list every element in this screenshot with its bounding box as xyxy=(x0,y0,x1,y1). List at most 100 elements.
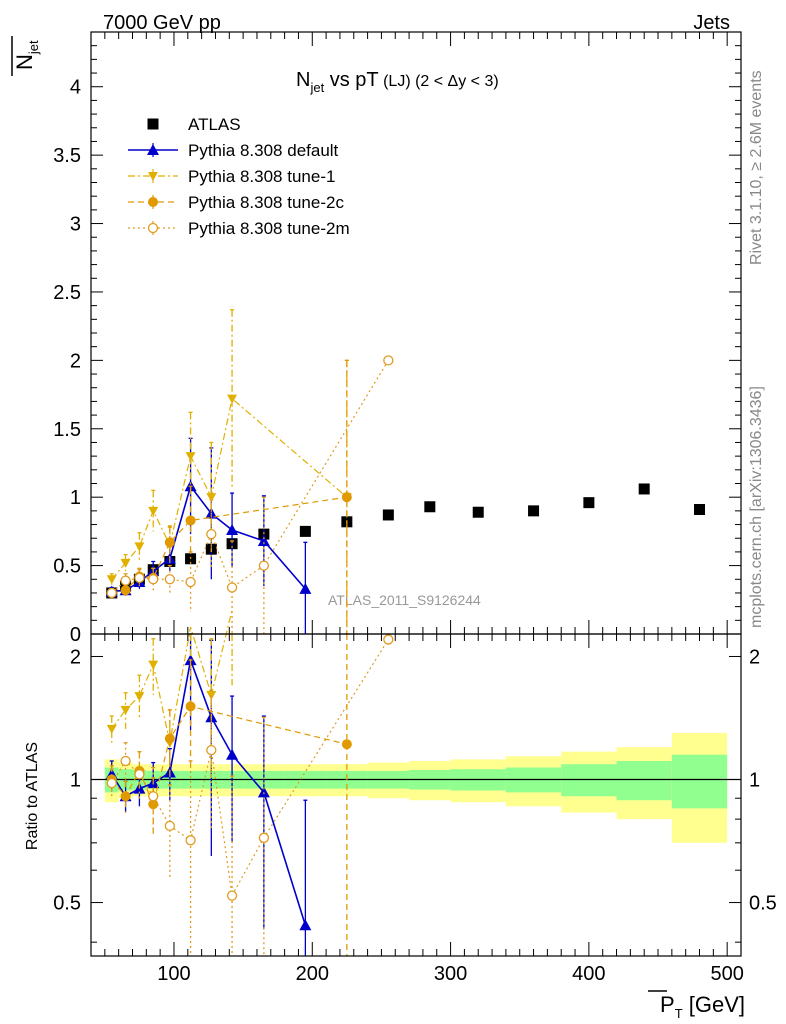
axis-ticks: 0 0.5 1 1.5 2 2.5 3 3.5 4 100 200 300 400 500 0.5 0.5 1 1… xyxy=(53,31,777,985)
top-y-tick-label: 1 xyxy=(70,487,81,509)
legend-entry-tune2m: Pythia 8.308 tune-2m xyxy=(128,219,350,238)
legend-entry-tune2c: Pythia 8.308 tune-2c xyxy=(128,193,344,212)
top-marker-tune2m xyxy=(226,582,238,593)
top-marker-atlas xyxy=(528,505,540,517)
top-marker-tune2m xyxy=(164,574,175,585)
legend-marker-atlas xyxy=(147,118,159,130)
x-tick-label: 100 xyxy=(157,963,190,985)
top-marker-tune1 xyxy=(106,575,117,585)
top-marker-tune2m xyxy=(120,575,131,586)
x-tick-label: 400 xyxy=(572,963,605,985)
legend-label-tune1: Pythia 8.308 tune-1 xyxy=(188,167,335,186)
legend-marker-tune1 xyxy=(148,172,158,181)
ratio-marker-default xyxy=(226,748,239,760)
ratio-marker-default xyxy=(257,786,270,798)
legend-label-tune2m: Pythia 8.308 tune-2m xyxy=(188,219,350,238)
ratio-line-tune2m xyxy=(111,639,389,898)
x-label-sub: T xyxy=(675,1006,683,1021)
ratio-line-default xyxy=(111,657,307,926)
rivet-label: Rivet 3.1.10, ≥ 2.6M events xyxy=(748,70,765,265)
top-marker-atlas xyxy=(382,509,394,521)
bottom-y-axis-label: Ratio to ATLAS xyxy=(24,742,41,850)
top-y-tick-label: 2 xyxy=(70,350,81,372)
top-y-tick-label: 0 xyxy=(70,624,81,646)
top-y-tick-label: 2.5 xyxy=(53,282,81,304)
legend-entry-default: Pythia 8.308 default xyxy=(128,141,339,160)
top-marker-tune2m xyxy=(106,587,117,599)
top-plot-title: Njet vs pT (LJ) (2 < Δy < 3) xyxy=(296,69,499,95)
top-y-tick-label: 3.5 xyxy=(53,145,81,167)
header-left: 7000 GeV pp xyxy=(103,12,221,34)
bottom-frame xyxy=(90,633,742,957)
ratio-marker-tune2m xyxy=(258,832,270,843)
x-axis-label: PT [GeV] xyxy=(648,990,745,1021)
title-mid: vs pT xyxy=(324,69,378,91)
ratio-series-layer xyxy=(105,609,394,956)
legend-label-atlas: ATLAS xyxy=(188,115,241,134)
ratio-marker-tune1 xyxy=(106,724,117,734)
top-marker-tune2m xyxy=(134,572,145,584)
top-y-axis-label: Njet xyxy=(11,36,41,76)
title-sub: jet xyxy=(309,80,324,95)
top-marker-atlas xyxy=(638,483,650,495)
mcplots-label: mcplots.cern.ch [arXiv:1306.3436] xyxy=(748,386,765,628)
ratio-uncertainty-bands xyxy=(104,732,728,843)
top-marker-tune2c xyxy=(341,492,352,503)
ratio-y-tick-label-right: 0.5 xyxy=(749,893,777,915)
x-tick-label: 200 xyxy=(296,963,329,985)
band-inner xyxy=(561,764,617,797)
top-marker-tune1 xyxy=(185,452,196,462)
ratio-y-tick-label-left: 0.5 xyxy=(53,893,81,915)
top-marker-default xyxy=(299,582,312,594)
top-marker-tune2m xyxy=(148,574,159,585)
top-marker-tune2m xyxy=(383,355,394,366)
ratio-y-tick-label-right: 2 xyxy=(749,646,760,668)
title-main: N xyxy=(296,69,310,91)
top-marker-tune1 xyxy=(206,493,217,503)
top-marker-default xyxy=(226,524,239,536)
top-marker-atlas xyxy=(424,501,436,513)
top-y-label-main: N xyxy=(12,54,37,70)
ratio-series-tune2m xyxy=(106,634,394,956)
top-line-default xyxy=(111,484,306,593)
legend-marker-default xyxy=(147,144,159,155)
x-label-unit: [GeV] xyxy=(683,992,745,1017)
legend-entry-tune1: Pythia 8.308 tune-1 xyxy=(128,167,335,186)
top-series-tune2c xyxy=(106,359,352,634)
ratio-marker-tune2m xyxy=(148,791,159,802)
top-marker-tune2c xyxy=(164,537,175,548)
x-tick-label: 500 xyxy=(710,963,743,985)
ratio-marker-tune2m xyxy=(226,890,238,901)
top-line-tune2m xyxy=(111,360,389,594)
ratio-marker-tune1 xyxy=(120,705,131,715)
ratio-marker-tune2m xyxy=(164,820,175,832)
top-marker-tune1 xyxy=(134,542,145,552)
top-marker-tune1 xyxy=(120,558,131,568)
top-y-tick-label: 0.5 xyxy=(53,556,81,578)
ratio-marker-tune2c xyxy=(185,701,196,712)
legend-marker-tune2c xyxy=(148,197,158,207)
legend-entry-atlas: ATLAS xyxy=(147,115,241,134)
band-inner xyxy=(671,754,728,809)
legend-marker-tune2m xyxy=(147,222,159,234)
ratio-marker-tune2m xyxy=(206,744,217,756)
x-label-main: P xyxy=(660,992,675,1017)
top-marker-tune1 xyxy=(148,506,159,516)
top-marker-default xyxy=(257,534,270,546)
ratio-marker-tune2m xyxy=(120,755,131,767)
svg-text:Njet: Njet xyxy=(12,40,41,70)
header-right: Jets xyxy=(693,12,730,34)
top-line-tune1 xyxy=(111,397,348,580)
top-marker-atlas xyxy=(694,503,706,515)
top-y-label-sub: jet xyxy=(26,40,41,55)
ratio-marker-tune1 xyxy=(134,692,145,702)
title-small: (LJ) (2 < Δy < 3) xyxy=(379,73,499,90)
svg-text:PT [GeV]: PT [GeV] xyxy=(660,992,745,1021)
legend-label-tune2c: Pythia 8.308 tune-2c xyxy=(188,193,344,212)
band-inner xyxy=(616,760,672,801)
top-marker-atlas xyxy=(299,525,311,537)
ratio-y-tick-label-left: 1 xyxy=(70,770,81,792)
top-series-layer xyxy=(105,309,706,634)
ratio-marker-tune2m xyxy=(383,634,394,645)
